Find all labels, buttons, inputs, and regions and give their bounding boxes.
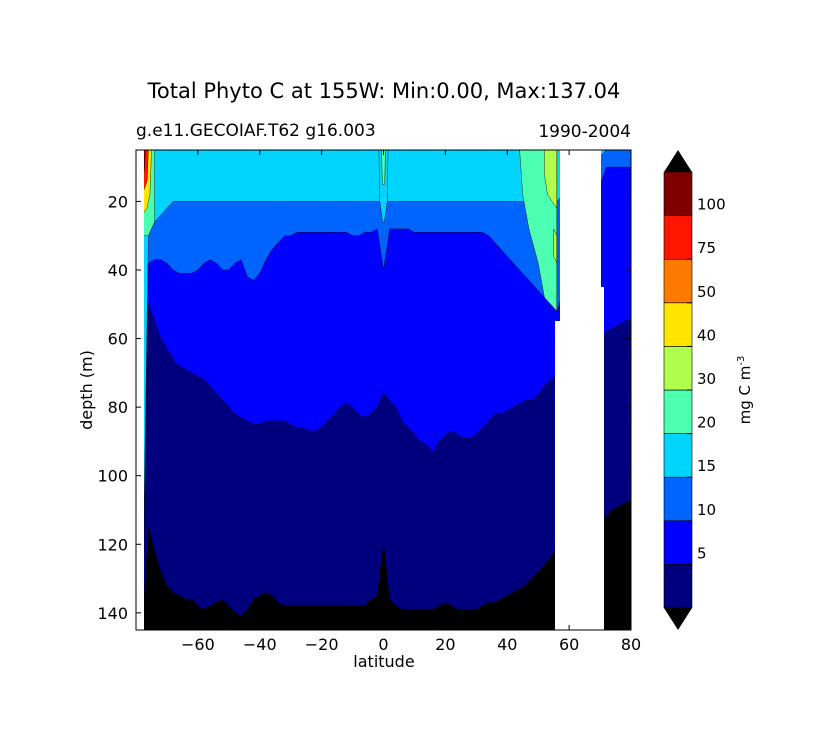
x-tick-label: −20 bbox=[305, 635, 339, 654]
colorbar-segment bbox=[663, 564, 693, 609]
colorbar-extend-over bbox=[664, 150, 692, 172]
colorbar-tick-label: 40 bbox=[697, 326, 716, 344]
colorbar-tick-label: 30 bbox=[697, 370, 716, 388]
y-axis: 20 40 60 80 100 120 140 bbox=[97, 192, 631, 623]
colorbar-segment bbox=[663, 433, 693, 478]
x-tick-label: 20 bbox=[435, 635, 455, 654]
colorbar-segment bbox=[663, 302, 693, 347]
colorbar-segment bbox=[663, 258, 693, 304]
colorbar-tick-label: 5 bbox=[697, 544, 707, 562]
colorbar-segment bbox=[663, 520, 693, 565]
x-tick-label: −60 bbox=[181, 635, 215, 654]
equator-high-band bbox=[378, 150, 389, 223]
contour-band-5-10 bbox=[142, 150, 631, 630]
contour-band-15-20 bbox=[142, 150, 631, 630]
x-tick-label: 60 bbox=[559, 635, 579, 654]
y-tick-label: 140 bbox=[97, 604, 128, 623]
land-mask bbox=[555, 150, 604, 630]
contour-highlights bbox=[142, 150, 557, 312]
colorbar-tick-label: 100 bbox=[697, 196, 726, 214]
colorbar-label-text: mg C m bbox=[736, 366, 754, 425]
x-tick-label: 80 bbox=[621, 635, 641, 654]
y-tick-label: 100 bbox=[97, 467, 128, 486]
chart-title: Total Phyto C at 155W: Min:0.00, Max:137… bbox=[147, 79, 621, 103]
x-axis: −60 −40 −20 0 20 40 60 80 bbox=[181, 150, 641, 654]
colorbar-tick-label: 10 bbox=[697, 501, 716, 519]
x-axis-label: latitude bbox=[353, 652, 414, 671]
y-tick-label: 120 bbox=[97, 535, 128, 554]
north-high-band-30-40 bbox=[544, 150, 557, 209]
y-tick-label: 40 bbox=[108, 261, 128, 280]
colorbar-segment bbox=[663, 346, 693, 391]
colorbar-segment bbox=[663, 215, 693, 260]
colorbar-segment bbox=[663, 476, 693, 522]
colorbar-label: mg C m-3 bbox=[736, 356, 754, 425]
colorbar-tick-label: 50 bbox=[697, 283, 716, 301]
colorbar-tick-label: 75 bbox=[697, 239, 716, 257]
y-tick-label: 80 bbox=[108, 398, 128, 417]
x-tick-label: 40 bbox=[497, 635, 517, 654]
y-tick-label: 60 bbox=[108, 330, 128, 349]
colorbar: 5 10 15 20 30 40 50 75 100 bbox=[663, 150, 726, 630]
x-tick-label: −40 bbox=[243, 635, 277, 654]
colorbar-segment bbox=[663, 389, 693, 434]
chart-subtitle-left: g.e11.GECOIAF.T62 g16.003 bbox=[136, 121, 376, 141]
colorbar-extend-under bbox=[664, 608, 692, 630]
north-high-band-30-40-deep bbox=[553, 228, 557, 264]
x-tick-label: 0 bbox=[378, 635, 388, 654]
land-mask bbox=[136, 150, 144, 630]
colorbar-tick-label: 15 bbox=[697, 457, 716, 475]
y-tick-label: 20 bbox=[108, 192, 128, 211]
plot-area bbox=[136, 150, 631, 630]
colorbar-label-exponent: -3 bbox=[736, 356, 747, 366]
y-axis-label: depth (m) bbox=[77, 350, 96, 430]
equator-peak-band bbox=[381, 150, 386, 185]
colorbar-segment bbox=[663, 171, 693, 216]
colorbar-tick-label: 20 bbox=[697, 414, 716, 432]
chart-subtitle-right: 1990-2004 bbox=[538, 122, 631, 142]
